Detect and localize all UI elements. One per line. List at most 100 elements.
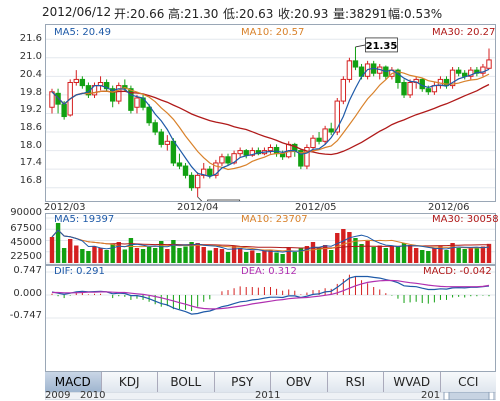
candle-body (304, 146, 310, 167)
candle-body (455, 69, 462, 74)
extreme-label-box (207, 199, 241, 201)
volume-bar (486, 243, 492, 263)
candle-body (146, 106, 152, 124)
macd-panel[interactable]: DIF: 0.291 DEA: 0.312 MACD: -0.042 (45, 265, 496, 372)
candle-body (164, 140, 171, 145)
candle-body (322, 128, 328, 142)
quote-change: 幅:0.53% (388, 7, 443, 21)
volume-bar (444, 250, 449, 263)
candle-body (237, 150, 243, 155)
candle-body (188, 174, 195, 189)
candle-body (243, 150, 249, 156)
volume-ma5-legend: MA5: 19397 (54, 214, 115, 225)
price-chart: 21.3516.50 (46, 37, 495, 201)
volume-bar (237, 248, 243, 263)
candle-body (328, 128, 334, 133)
volume-y-tick: 67500 (10, 223, 42, 234)
volume-bar (116, 242, 121, 263)
tab-kdj[interactable]: KDJ (101, 372, 158, 392)
quote-volume: 量:38291 (333, 7, 388, 21)
price-ma30-legend: MA30: 20.27 (432, 27, 496, 38)
quote-high: 高:21.30 (168, 7, 219, 21)
quote-close: 收:20.93 (278, 7, 329, 21)
price-ma5-legend: MA5: 20.49 (54, 27, 112, 38)
candle-body (79, 78, 86, 87)
candle-body (61, 103, 67, 118)
volume-bar (122, 249, 128, 263)
candle-body (109, 88, 116, 102)
price-y-tick: 18.6 (19, 122, 42, 133)
volume-bar (61, 248, 67, 263)
candle-body (134, 97, 140, 108)
macd-y-tick: -0.747 (9, 310, 42, 321)
macd-lower-area (46, 324, 495, 371)
volume-bar (207, 250, 213, 263)
tab-boll[interactable]: BOLL (158, 372, 215, 392)
tab-obv[interactable]: OBV (271, 372, 328, 392)
volume-bar (359, 244, 364, 263)
volume-bar (74, 245, 79, 263)
candle-body (49, 91, 55, 108)
candle-body (225, 156, 231, 164)
volume-bar (128, 238, 134, 263)
candle-body (407, 82, 413, 96)
quote-header: 2012/06/12 开:20.66 高:21.30 低:20.63 收:20.… (0, 0, 500, 24)
volume-bar (298, 248, 304, 263)
price-y-tick: 16.8 (19, 175, 42, 186)
candle-body (298, 150, 304, 167)
volume-bar (401, 243, 407, 263)
volume-bar (195, 243, 200, 263)
volume-bar (55, 223, 61, 263)
volume-bar (389, 246, 395, 263)
volume-bar (256, 253, 261, 263)
volume-panel[interactable]: MA5: 19397 MA10: 23707 MA30: 30058 (45, 213, 499, 265)
tab-cci[interactable]: CCI (440, 372, 496, 392)
volume-bar (80, 249, 85, 263)
tab-wvad[interactable]: WVAD (384, 372, 441, 392)
candle-body (340, 78, 347, 102)
volume-bar (304, 246, 310, 263)
candle-body (425, 88, 432, 93)
volume-bar (250, 250, 255, 263)
volume-bar (189, 242, 194, 263)
tab-psy[interactable]: PSY (214, 372, 271, 392)
candle-body (279, 153, 286, 158)
volume-bar (383, 248, 389, 263)
time-navigator[interactable] (45, 392, 496, 400)
price-y-tick: 20.4 (19, 69, 42, 80)
volume-bar (395, 246, 401, 263)
candle-body (116, 85, 122, 102)
tab-macd[interactable]: MACD (45, 372, 102, 392)
dif-line (51, 275, 490, 315)
tab-rsi[interactable]: RSI (327, 372, 384, 392)
candle-body (249, 150, 255, 156)
price-panel[interactable]: 21.3516.50 MA5: 20.49 MA10: 20.57 MA30: … (45, 24, 496, 202)
volume-ma5-line (51, 229, 490, 253)
volume-bar (347, 232, 352, 263)
volume-bar (407, 245, 413, 263)
macd-y-tick: 0.747 (13, 265, 42, 276)
volume-bar (353, 238, 358, 263)
volume-bar (286, 248, 291, 263)
ma30-line (51, 83, 490, 156)
volume-bar (171, 240, 176, 263)
candle-body (395, 69, 401, 84)
volume-bar (244, 252, 249, 263)
candle-body (480, 66, 486, 74)
candle-body (449, 69, 456, 87)
candle-body (267, 146, 274, 152)
volume-bar (86, 251, 91, 263)
candle-body (316, 137, 322, 142)
volume-bar (268, 250, 273, 263)
navigator-chart (45, 392, 496, 400)
candle-body (207, 168, 213, 176)
volume-bar (438, 246, 443, 263)
volume-y-tick: 45000 (10, 237, 42, 248)
quote-date: 2012/06/12 (42, 5, 112, 19)
volume-bar (140, 249, 146, 263)
volume-bar (377, 245, 382, 263)
price-ma10-legend: MA10: 20.57 (241, 27, 305, 38)
candle-body (182, 165, 189, 176)
volume-bar (104, 250, 109, 263)
volume-bar (292, 252, 297, 263)
